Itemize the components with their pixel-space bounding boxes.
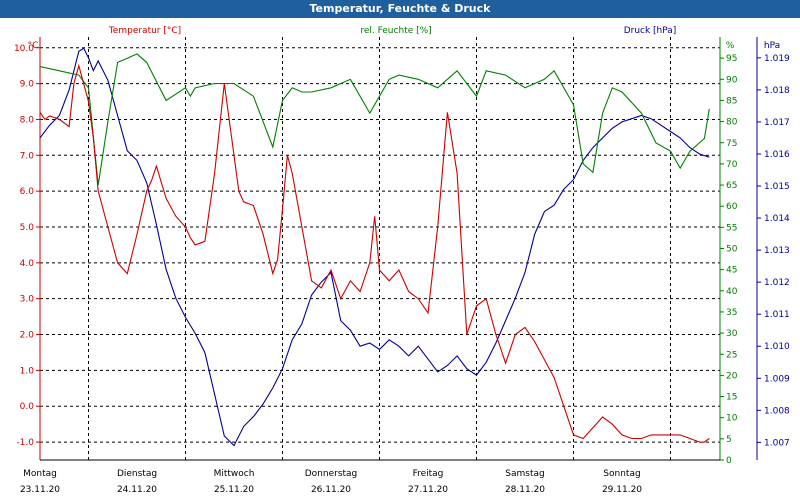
temperature-tick-label: 0.0	[20, 402, 35, 412]
humidity-tick-label: 40	[726, 287, 738, 297]
x-tick-label-date: 26.11.20	[311, 485, 351, 495]
x-tick-label-date: 28.11.20	[505, 485, 545, 495]
series-line-pressure	[39, 47, 710, 447]
temperature-tick-label: 1.0	[20, 366, 35, 376]
humidity-tick-label: 35	[726, 308, 737, 318]
humidity-axis-label: rel. Feuchte [%]	[360, 26, 431, 36]
temperature-unit-label: °C	[28, 41, 39, 51]
humidity-tick-label: 0	[726, 456, 732, 466]
x-tick-label-day: Montag	[23, 469, 57, 479]
chart-title: Temperatur, Feuchte & Druck	[0, 0, 800, 18]
humidity-tick-label: 60	[726, 202, 738, 212]
humidity-tick-label: 50	[726, 245, 738, 255]
x-tick-label-day: Sonntag	[603, 469, 640, 479]
pressure-unit-label: hPa	[764, 41, 780, 51]
pressure-tick-label: 1.012	[764, 278, 790, 288]
temperature-tick-label: 8.0	[20, 115, 35, 125]
temperature-axis-label: Temperatur [°C]	[108, 26, 181, 36]
series-line-humidity	[39, 53, 710, 186]
pressure-tick-label: 1.009	[764, 374, 790, 384]
x-tick-label-date: 29.11.20	[602, 485, 642, 495]
temperature-tick-label: 5.0	[20, 223, 35, 233]
humidity-tick-label: 10	[726, 414, 738, 424]
pressure-tick-label: 1.016	[764, 150, 790, 160]
pressure-tick-label: 1.018	[764, 86, 790, 96]
x-tick-label-date: 25.11.20	[214, 485, 254, 495]
humidity-tick-label: 65	[726, 181, 737, 191]
humidity-tick-label: 95	[726, 54, 737, 64]
x-tick-label-day: Freitag	[413, 469, 444, 479]
pressure-tick-label: 1.007	[764, 438, 790, 448]
temperature-tick-label: 10.0	[14, 44, 34, 54]
humidity-tick-label: 55	[726, 223, 737, 233]
pressure-tick-label: 1.015	[764, 182, 790, 192]
x-tick-label-day: Dienstag	[117, 469, 157, 479]
humidity-unit-label: %	[726, 41, 735, 51]
pressure-tick-label: 1.014	[764, 214, 790, 224]
temperature-tick-label: 2.0	[20, 331, 35, 341]
x-tick-label-day: Samstag	[505, 469, 544, 479]
pressure-tick-label: 1.011	[764, 310, 790, 320]
humidity-tick-label: 80	[726, 118, 738, 128]
x-tick-label-date: 23.11.20	[20, 485, 60, 495]
x-tick-label-day: Donnerstag	[305, 469, 358, 479]
temperature-tick-label: -1.0	[16, 438, 34, 448]
pressure-tick-label: 1.010	[764, 342, 790, 352]
x-tick-label-date: 24.11.20	[117, 485, 157, 495]
humidity-tick-label: 25	[726, 350, 737, 360]
series-line-temperature	[39, 63, 710, 443]
chart-canvas: Temperatur [°C] rel. Feuchte [%] Druck [hP…	[14, 26, 790, 495]
humidity-tick-label: 15	[726, 393, 737, 403]
x-tick-label-day: Mittwoch	[214, 469, 255, 479]
humidity-tick-label: 45	[726, 266, 737, 276]
pressure-tick-label: 1.019	[764, 54, 790, 64]
humidity-tick-label: 75	[726, 139, 737, 149]
humidity-tick-label: 30	[726, 329, 738, 339]
humidity-tick-label: 90	[726, 75, 738, 85]
temperature-tick-label: 3.0	[20, 295, 35, 305]
humidity-tick-label: 85	[726, 96, 737, 106]
humidity-tick-label: 70	[726, 160, 738, 170]
pressure-axis-label: Druck [hPa]	[624, 26, 677, 36]
humidity-tick-label: 20	[726, 371, 738, 381]
temperature-tick-label: 7.0	[20, 151, 35, 161]
temperature-tick-label: 4.0	[20, 259, 35, 269]
temperature-tick-label: 9.0	[20, 80, 35, 90]
pressure-tick-label: 1.017	[764, 118, 790, 128]
pressure-tick-label: 1.008	[764, 406, 790, 416]
humidity-tick-label: 5	[726, 435, 732, 445]
temperature-tick-label: 6.0	[20, 187, 35, 197]
pressure-tick-label: 1.013	[764, 246, 790, 256]
x-tick-label-date: 27.11.20	[408, 485, 448, 495]
